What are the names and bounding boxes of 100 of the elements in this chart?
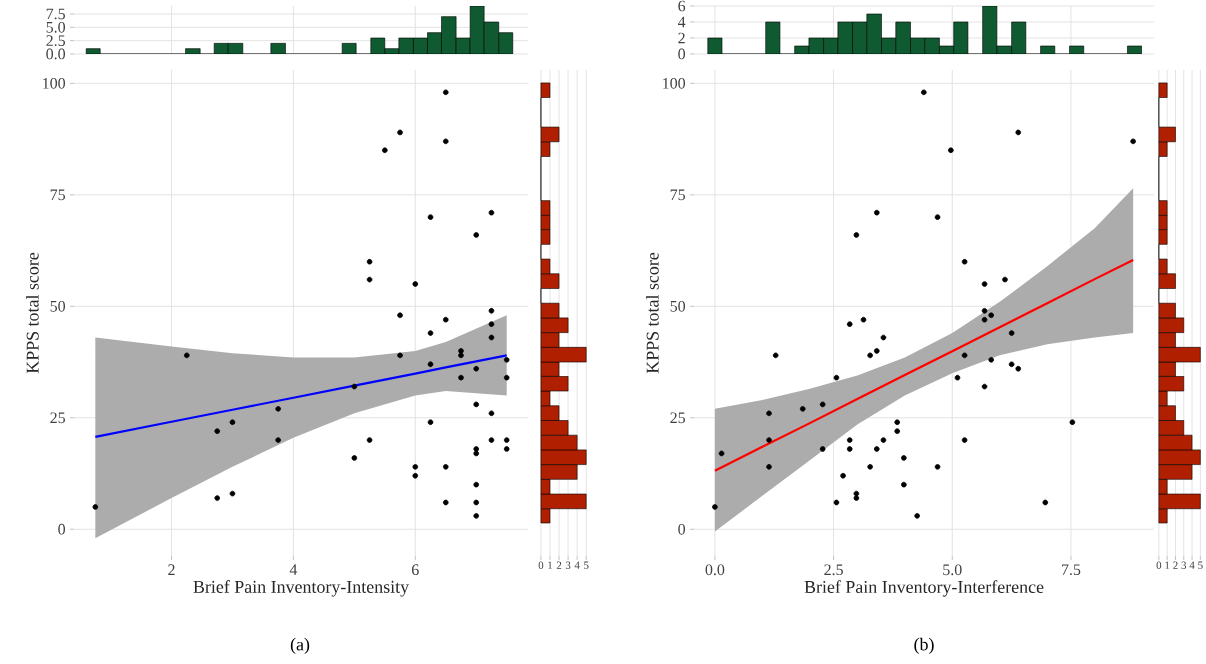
point <box>867 352 873 359</box>
point <box>427 214 434 220</box>
point <box>473 446 480 452</box>
point <box>772 352 779 359</box>
point <box>229 419 236 426</box>
point <box>853 495 860 501</box>
point <box>961 437 968 443</box>
point <box>819 446 826 452</box>
point <box>981 316 988 323</box>
point <box>366 258 373 265</box>
point <box>901 455 907 461</box>
point <box>488 307 495 314</box>
point <box>981 383 988 390</box>
point <box>366 276 373 283</box>
point <box>473 401 480 408</box>
point <box>712 504 718 510</box>
point <box>488 437 495 443</box>
point <box>1069 419 1076 426</box>
point <box>351 455 358 461</box>
point <box>914 513 920 519</box>
point <box>988 357 994 363</box>
point <box>901 481 907 488</box>
point <box>981 307 988 314</box>
point <box>412 472 419 479</box>
point <box>503 446 510 452</box>
point <box>846 437 853 443</box>
point <box>718 450 725 457</box>
point <box>488 410 495 417</box>
point <box>880 334 887 341</box>
point <box>981 281 988 287</box>
point <box>473 499 480 506</box>
point <box>819 401 826 408</box>
point <box>874 348 880 354</box>
point <box>366 437 373 443</box>
point <box>846 321 853 327</box>
point <box>473 513 480 519</box>
point <box>934 214 941 220</box>
point <box>488 209 495 216</box>
point <box>214 428 221 434</box>
point <box>397 129 403 136</box>
point <box>382 147 388 154</box>
point <box>840 472 846 479</box>
point <box>766 464 772 470</box>
point <box>427 330 434 336</box>
point <box>853 490 860 497</box>
point <box>488 321 495 327</box>
point <box>473 450 480 457</box>
point <box>1008 361 1015 368</box>
point <box>1002 276 1008 283</box>
point <box>503 437 510 443</box>
point <box>458 374 464 381</box>
point <box>921 89 927 96</box>
point <box>351 383 358 390</box>
point <box>1015 365 1022 372</box>
point <box>860 316 867 323</box>
point <box>894 419 900 426</box>
point <box>473 365 480 372</box>
point <box>880 437 887 443</box>
point <box>275 437 281 443</box>
point <box>799 406 806 412</box>
point <box>427 419 434 426</box>
point <box>473 232 480 238</box>
point <box>948 147 954 154</box>
point <box>397 352 403 359</box>
point <box>458 348 464 354</box>
point <box>442 138 449 145</box>
point <box>1042 499 1049 506</box>
y-axis-title: KPPS total score <box>26 252 39 374</box>
point <box>412 281 419 287</box>
point <box>1015 129 1022 136</box>
point <box>92 504 99 510</box>
x-axis-title: Brief Pain Inventory-Intensity <box>193 580 410 597</box>
point <box>874 209 880 216</box>
text: (a) <box>290 637 310 655</box>
point <box>867 464 873 470</box>
x-axis-title: Brief Pain Inventory-Interference <box>804 580 1044 597</box>
point <box>1008 330 1015 336</box>
point <box>442 316 449 323</box>
point <box>488 334 495 341</box>
point <box>458 352 464 359</box>
point <box>183 352 190 359</box>
point <box>442 464 449 470</box>
point <box>934 464 941 470</box>
point <box>874 446 880 452</box>
point <box>473 481 480 488</box>
point <box>1130 138 1136 145</box>
y-axis-title: KPPS total score <box>646 252 659 374</box>
point <box>833 499 840 506</box>
point <box>853 232 860 238</box>
point <box>442 499 449 506</box>
point <box>846 446 853 452</box>
point <box>427 361 434 368</box>
point <box>833 374 840 381</box>
point <box>275 406 281 412</box>
point <box>214 495 221 501</box>
point <box>442 89 449 96</box>
point <box>894 428 900 434</box>
point <box>503 357 510 363</box>
line-series <box>94 354 508 439</box>
point <box>961 352 968 359</box>
